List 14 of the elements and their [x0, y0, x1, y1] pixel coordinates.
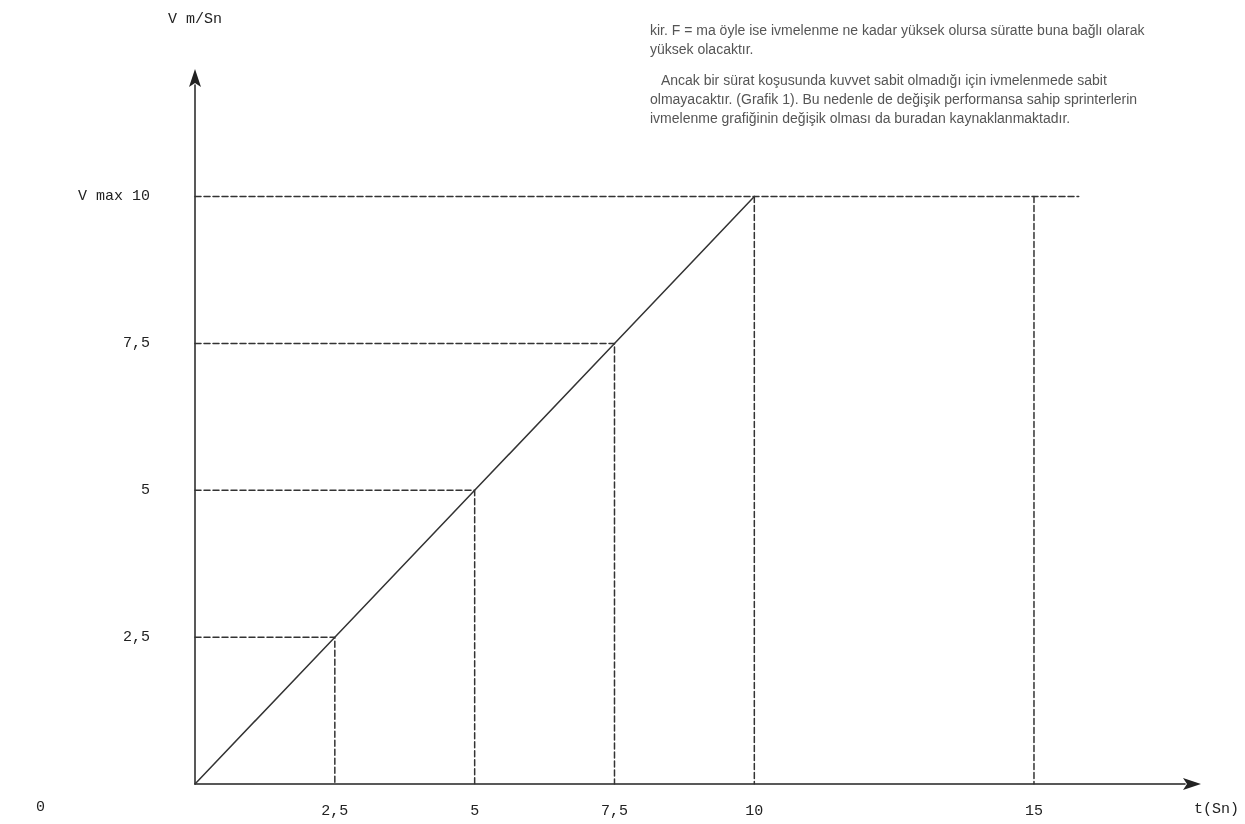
annotation: Ancak bir sürat koşusunda kuvvet sabit olmadığı için ivmelenmede sabit olmayacaktır. (Grafik 1). Bu nedenle de değişik performansa sahip sprinterlerin ivmelenme grafiğinin değişik olması da buradan kaynaklanmaktadır.: [650, 71, 1142, 126]
x-tick-label: 10: [745, 803, 764, 820]
y-tick-label: 2,5: [122, 628, 150, 646]
y-tick-label: V max 10: [77, 188, 150, 206]
text: kir. F = ma öyle ise ivmelenme ne kadar yüksek olursa süratte buna bağlı olarak yüksek olacaktır.: [650, 21, 1149, 57]
x-tick-label: 2,5: [321, 803, 349, 820]
y-tick-label: 5: [140, 481, 150, 499]
x-tick-label: 15: [1024, 803, 1043, 820]
x-tick-label: 5: [470, 803, 480, 820]
x-tick-label: 7,5: [600, 803, 628, 820]
text: 0: [36, 799, 46, 816]
y-tick-label: 7,5: [122, 334, 150, 352]
y-axis-title: V m/Sn: [167, 11, 223, 28]
x-axis-title: t(Sn): [1193, 801, 1240, 818]
